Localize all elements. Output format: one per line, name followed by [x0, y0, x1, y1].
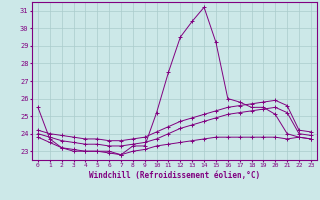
X-axis label: Windchill (Refroidissement éolien,°C): Windchill (Refroidissement éolien,°C)	[89, 171, 260, 180]
